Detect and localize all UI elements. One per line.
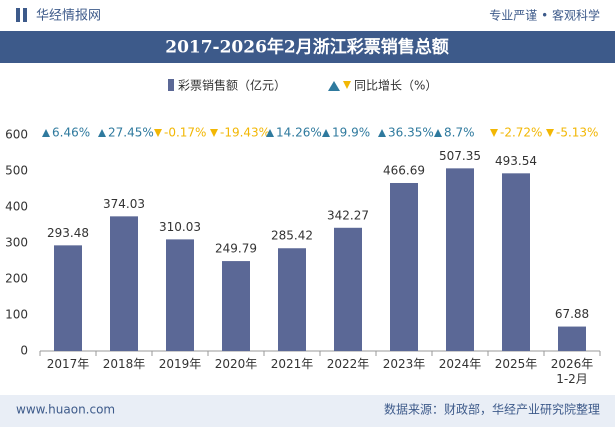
bar xyxy=(278,248,306,351)
y-tick-label: 200 xyxy=(5,272,28,286)
x-tick-label: 2025年 xyxy=(494,357,538,371)
logo-icon xyxy=(16,8,20,22)
brand: 华经情报网 xyxy=(36,9,101,24)
growth-label: 8.7% xyxy=(444,126,475,140)
x-tick-label: 2021年 xyxy=(270,357,314,371)
bar xyxy=(166,239,194,351)
bar xyxy=(502,173,530,351)
x-tick-label: 2024年 xyxy=(438,357,482,371)
footer-band xyxy=(0,395,615,427)
y-tick-label: 100 xyxy=(5,308,28,322)
growth-label: -2.72% xyxy=(500,126,542,140)
data-label: 374.03 xyxy=(103,197,145,211)
x-tick-label: 2022年 xyxy=(326,357,370,371)
growth-marker xyxy=(98,129,106,137)
bar xyxy=(446,168,474,351)
x-tick-label: 2020年 xyxy=(214,357,258,371)
growth-marker xyxy=(546,129,554,137)
legend-swatch xyxy=(168,79,174,91)
bar xyxy=(222,261,250,351)
growth-label: 6.46% xyxy=(52,126,90,140)
y-tick-label: 300 xyxy=(5,236,28,250)
legend-swatch xyxy=(328,81,340,91)
growth-label: -0.17% xyxy=(164,126,206,140)
growth-label: 36.35% xyxy=(388,126,434,140)
data-label: 342.27 xyxy=(327,208,369,222)
y-tick-label: 0 xyxy=(20,344,28,358)
data-label: 466.69 xyxy=(383,163,425,177)
growth-marker xyxy=(42,129,50,137)
growth-marker xyxy=(266,129,274,137)
growth-marker xyxy=(490,129,498,137)
x-tick-label: 2017年 xyxy=(46,357,90,371)
growth-label: -19.43% xyxy=(220,126,270,140)
x-tick-label: 2018年 xyxy=(102,357,146,371)
title-band xyxy=(0,31,615,63)
data-label: 285.42 xyxy=(271,229,313,243)
y-tick-label: 500 xyxy=(5,164,28,178)
growth-label: 19.9% xyxy=(332,126,370,140)
bar xyxy=(558,326,586,351)
growth-marker xyxy=(434,129,442,137)
data-label: 507.35 xyxy=(439,149,481,163)
bar xyxy=(110,216,138,351)
x-tick-label: 2026年 1-2月 xyxy=(550,357,594,386)
growth-marker xyxy=(154,129,162,137)
slogan: 专业严谨 • 客观科学 xyxy=(489,8,600,23)
bar xyxy=(390,182,418,351)
legend-label: 同比增长（%） xyxy=(354,79,437,93)
data-label: 310.03 xyxy=(159,220,201,234)
logo-icon xyxy=(23,8,27,22)
data-label: 67.88 xyxy=(555,307,589,321)
y-tick-label: 600 xyxy=(5,128,28,142)
growth-marker xyxy=(378,129,386,137)
growth-label: 14.26% xyxy=(276,126,322,140)
legend-swatch xyxy=(343,81,351,89)
data-label: 493.54 xyxy=(495,154,537,168)
growth-label: 27.45% xyxy=(108,126,154,140)
x-tick-label: 2019年 xyxy=(158,357,202,371)
y-tick-label: 400 xyxy=(5,200,28,214)
growth-marker xyxy=(322,129,330,137)
growth-marker xyxy=(210,129,218,137)
legend-label: 彩票销售额（亿元） xyxy=(178,78,286,93)
growth-label: -5.13% xyxy=(556,126,598,140)
bar xyxy=(334,227,362,351)
footer-url: www.huaon.com xyxy=(16,403,115,417)
data-label: 249.79 xyxy=(215,242,257,256)
data-label: 293.48 xyxy=(47,226,89,240)
bar xyxy=(54,245,82,351)
x-tick-label: 2023年 xyxy=(382,357,426,371)
footer-source: 数据来源：财政部，华经产业研究院整理 xyxy=(384,402,600,417)
chart-title: 2017-2026年2月浙江彩票销售总额 xyxy=(165,37,449,58)
